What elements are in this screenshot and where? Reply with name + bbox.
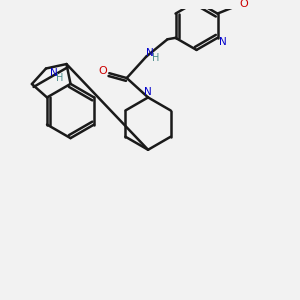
Text: H: H <box>152 53 160 63</box>
Text: O: O <box>98 66 107 76</box>
Text: N: N <box>144 87 152 97</box>
Text: N: N <box>50 68 58 78</box>
Text: N: N <box>219 37 227 47</box>
Text: N: N <box>146 48 154 58</box>
Text: H: H <box>56 73 63 83</box>
Text: O: O <box>239 0 248 9</box>
